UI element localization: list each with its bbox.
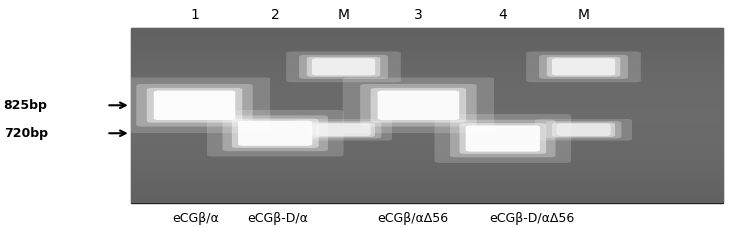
FancyBboxPatch shape [286,52,401,82]
FancyBboxPatch shape [312,123,375,137]
FancyBboxPatch shape [147,88,242,123]
FancyBboxPatch shape [552,58,615,75]
FancyBboxPatch shape [556,123,611,136]
Bar [131,28,723,203]
FancyBboxPatch shape [465,125,540,152]
FancyBboxPatch shape [343,77,494,133]
FancyBboxPatch shape [526,52,641,82]
Text: 2: 2 [271,7,280,22]
FancyBboxPatch shape [535,119,632,141]
FancyBboxPatch shape [232,118,319,148]
Text: 3: 3 [414,7,423,22]
FancyBboxPatch shape [316,123,371,136]
FancyBboxPatch shape [371,88,466,123]
Text: 720bp: 720bp [4,127,48,140]
FancyBboxPatch shape [377,91,459,120]
FancyBboxPatch shape [207,110,344,157]
FancyBboxPatch shape [305,121,382,138]
FancyBboxPatch shape [119,77,270,133]
FancyBboxPatch shape [552,123,615,137]
Text: eCGβ/α: eCGβ/α [172,212,219,225]
FancyBboxPatch shape [137,84,252,127]
FancyBboxPatch shape [307,57,380,77]
Text: eCGβ-D/αΔ56: eCGβ-D/αΔ56 [490,212,575,225]
FancyBboxPatch shape [545,121,622,138]
FancyBboxPatch shape [360,84,476,127]
Text: 1: 1 [190,7,199,22]
FancyBboxPatch shape [299,55,388,79]
FancyBboxPatch shape [435,114,571,163]
Text: eCGβ-D/α: eCGβ-D/α [247,212,308,225]
Text: 825bp: 825bp [4,99,48,112]
Text: M: M [578,7,589,22]
Text: M: M [338,7,349,22]
Text: 4: 4 [498,7,507,22]
Text: eCGβ/αΔ56: eCGβ/αΔ56 [377,212,448,225]
FancyBboxPatch shape [312,58,375,75]
FancyBboxPatch shape [450,120,556,157]
FancyBboxPatch shape [153,91,236,120]
FancyBboxPatch shape [459,123,546,154]
FancyBboxPatch shape [547,57,620,77]
FancyBboxPatch shape [238,121,313,146]
FancyBboxPatch shape [222,115,328,151]
FancyBboxPatch shape [539,55,628,79]
FancyBboxPatch shape [295,119,392,141]
